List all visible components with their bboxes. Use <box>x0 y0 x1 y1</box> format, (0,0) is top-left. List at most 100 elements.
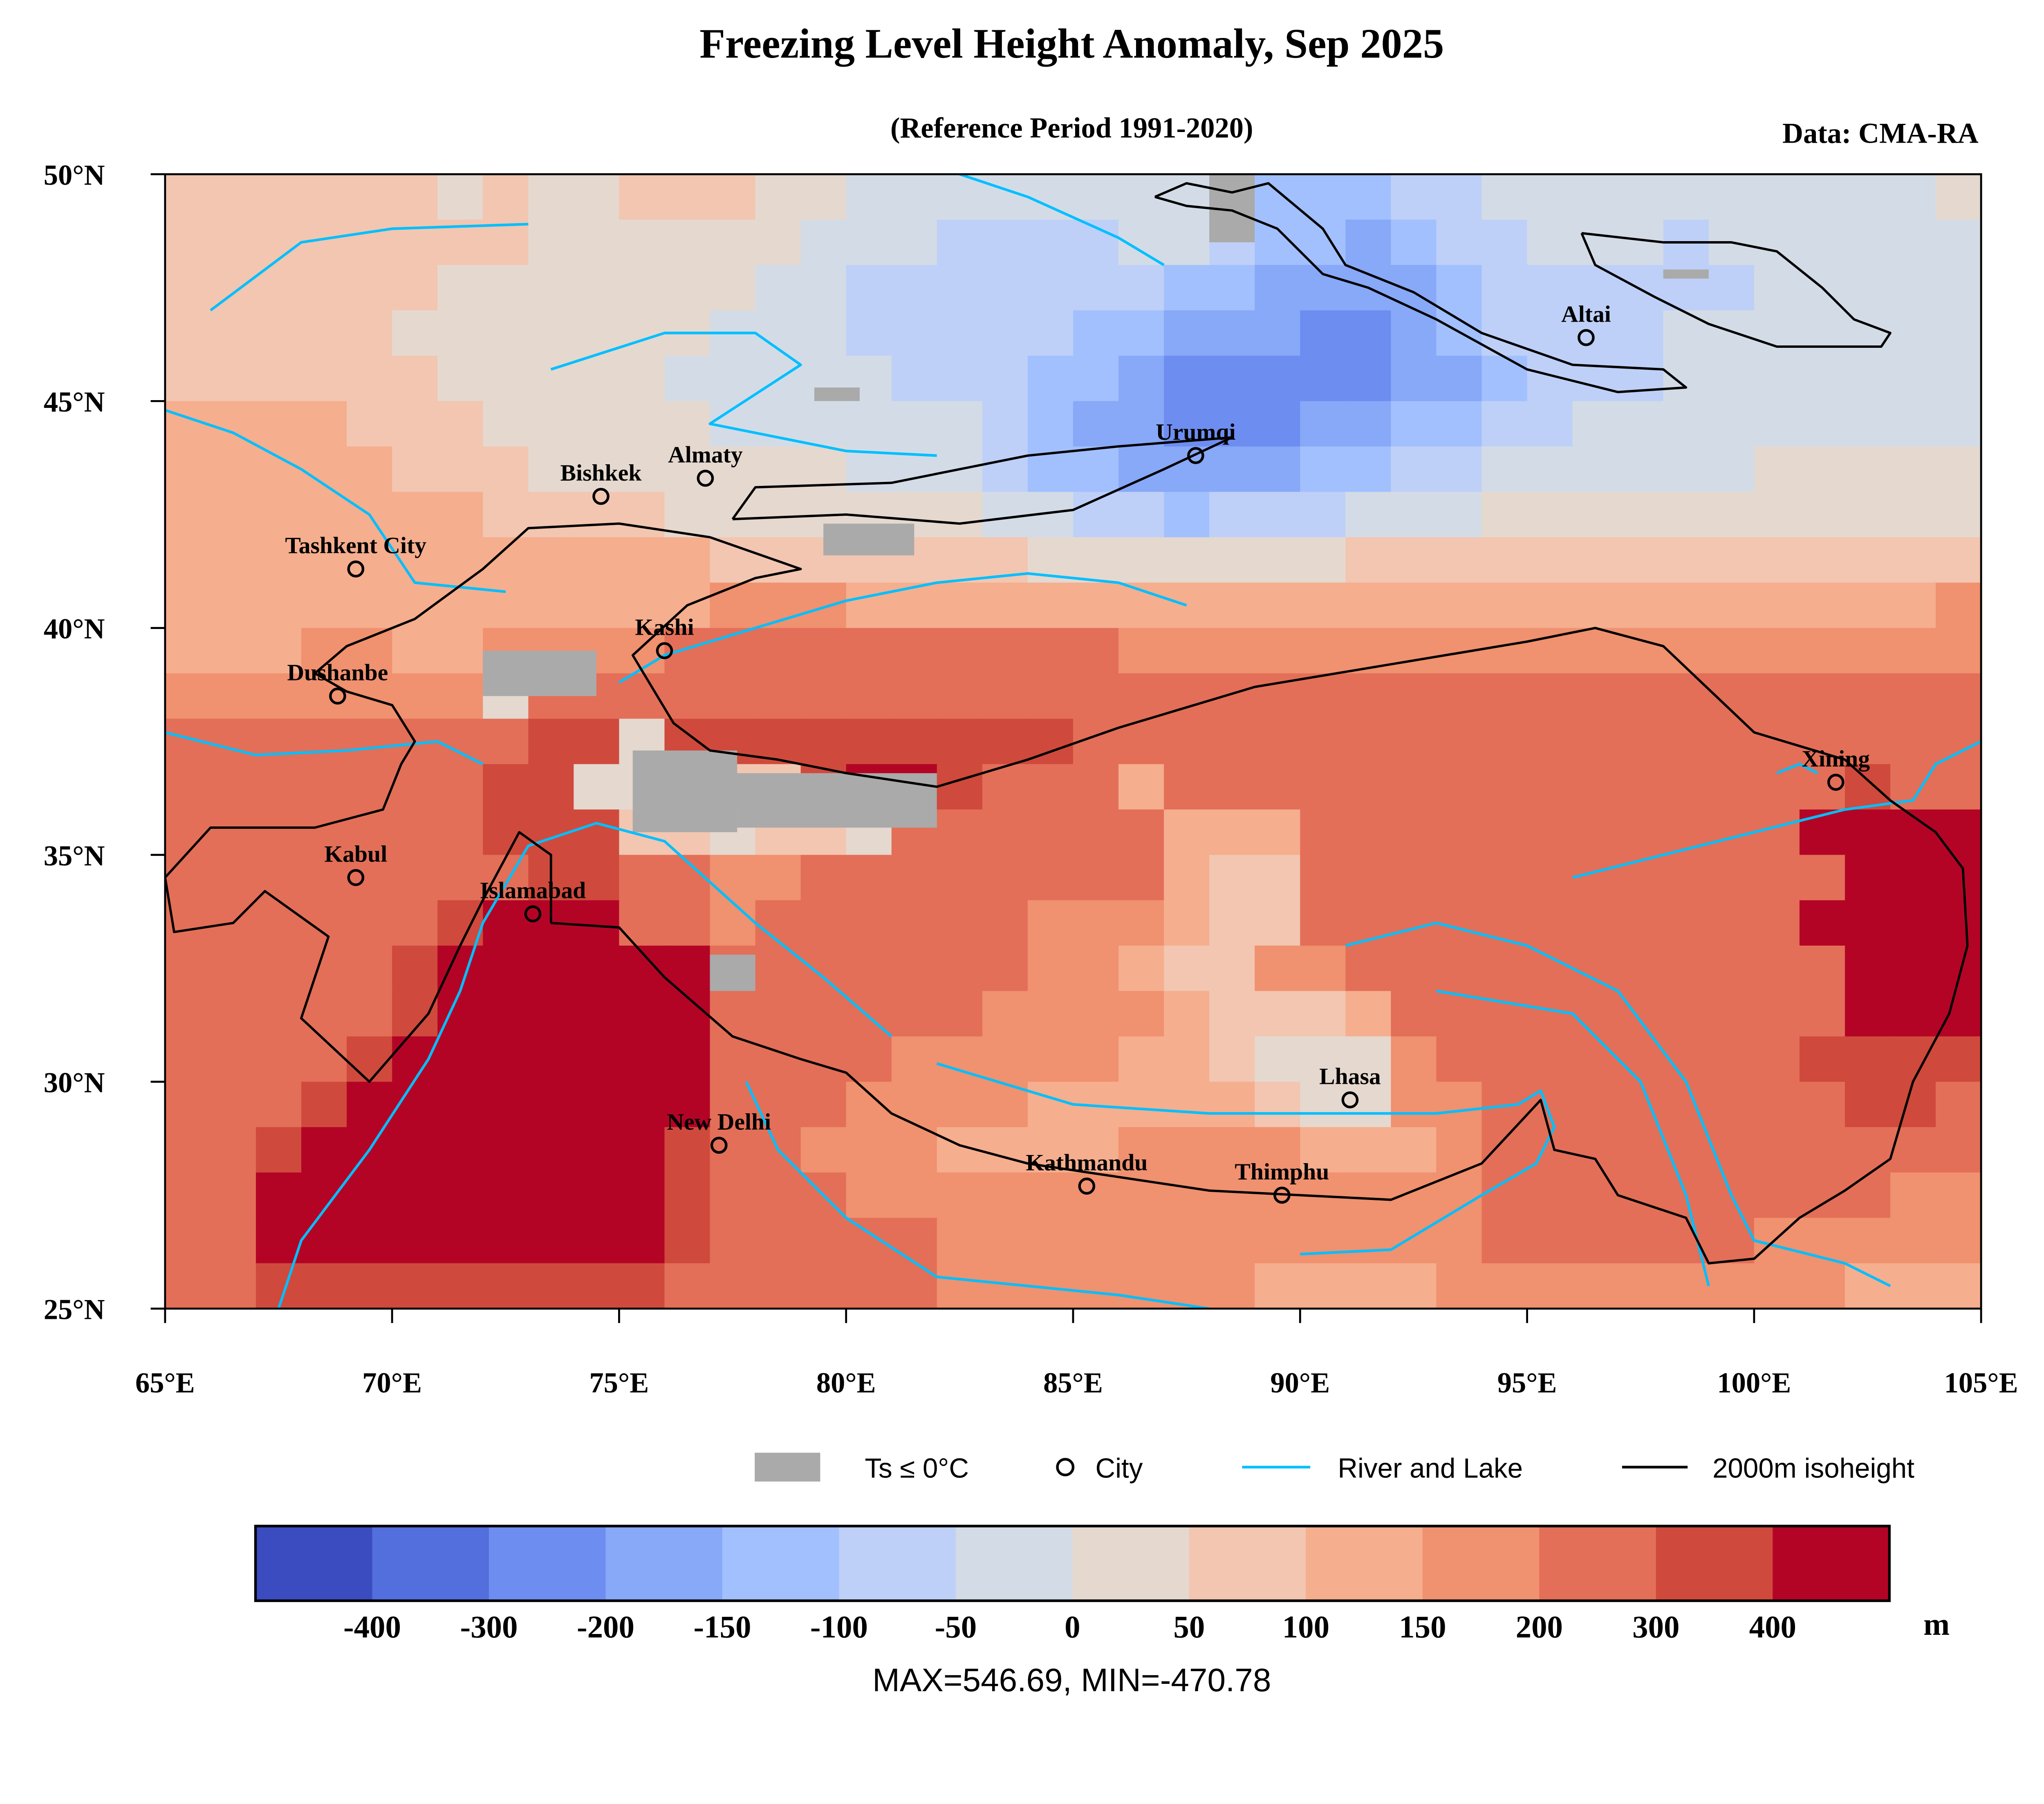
heatmap-cell <box>437 537 484 584</box>
heatmap-cell <box>301 1127 347 1173</box>
heatmap-cell <box>210 764 257 810</box>
heatmap-cell <box>301 537 347 584</box>
heatmap-cell <box>1391 900 1437 947</box>
heatmap-cell <box>574 1081 620 1128</box>
freezing-patches <box>483 174 1709 991</box>
heatmap-cell <box>846 1263 892 1309</box>
heatmap-cell <box>301 401 347 448</box>
heatmap-cell <box>528 945 575 992</box>
heatmap-cell <box>301 1036 347 1083</box>
heatmap-cell <box>1027 809 1074 856</box>
heatmap-cell <box>256 1263 302 1309</box>
heatmap-cell <box>1572 446 1619 493</box>
heatmap-cell <box>1527 945 1573 992</box>
heatmap-cell <box>1027 582 1074 629</box>
heatmap-cell <box>1164 764 1210 810</box>
heatmap-cell <box>1618 1218 1664 1264</box>
heatmap-cell <box>1073 356 1119 402</box>
heatmap-cell <box>1436 718 1483 765</box>
heatmap-cell <box>1845 356 1891 402</box>
city-label: Kathmandu <box>1026 1150 1148 1176</box>
heatmap-cell <box>574 219 620 266</box>
heatmap-cell <box>1481 492 1528 538</box>
heatmap-cell <box>846 1081 892 1128</box>
stats-text: MAX=546.69, MIN=-470.78 <box>872 1661 1271 1698</box>
heatmap-cell <box>1799 900 1846 947</box>
heatmap-cell <box>619 1263 666 1309</box>
colorbar-bin <box>489 1526 607 1601</box>
heatmap-cell <box>1618 764 1664 810</box>
heatmap-cell <box>165 809 211 856</box>
heatmap-cell <box>982 809 1029 856</box>
heatmap-cell <box>1663 1263 1710 1309</box>
heatmap-cell <box>982 673 1029 720</box>
heatmap-cell <box>1527 718 1573 765</box>
heatmap-cell <box>1527 492 1573 538</box>
heatmap-cell <box>1845 1172 1891 1219</box>
heatmap-cell <box>1799 446 1846 493</box>
heatmap-cell <box>846 582 892 629</box>
heatmap-cell <box>710 492 756 538</box>
heatmap-cell <box>800 1127 847 1173</box>
heatmap-cell <box>528 219 575 266</box>
heatmap-cell <box>1255 945 1301 992</box>
heatmap-cell <box>1618 356 1664 402</box>
heatmap-cell <box>619 1218 666 1264</box>
heatmap-cell <box>619 492 666 538</box>
heatmap-cell <box>1754 1081 1800 1128</box>
heatmap-cell <box>256 809 302 856</box>
heatmap-cell <box>846 628 892 674</box>
heatmap-cell <box>1164 1036 1210 1083</box>
heatmap-cell <box>619 1081 666 1128</box>
city-marker <box>697 470 714 487</box>
city-label: Bishkek <box>560 460 642 486</box>
heatmap-cell <box>437 174 484 221</box>
heatmap-cell <box>1527 1263 1573 1309</box>
city-label: Altai <box>1561 302 1611 327</box>
colorbar-label: 50 <box>1173 1609 1205 1644</box>
heatmap-cell <box>1209 1081 1256 1128</box>
heatmap-cell <box>755 219 802 266</box>
heatmap-cell <box>483 537 529 584</box>
heatmap-cell <box>1754 855 1800 901</box>
heatmap-cell <box>755 900 802 947</box>
heatmap-cell <box>1754 1127 1800 1173</box>
heatmap-cell <box>437 1036 484 1083</box>
heatmap-cell <box>210 991 257 1037</box>
heatmap-cell <box>437 1081 484 1128</box>
heatmap-cell <box>528 174 575 221</box>
heatmap-cell <box>210 628 257 674</box>
heatmap-cell <box>165 945 211 992</box>
heatmap-cell <box>1708 991 1755 1037</box>
heatmap-cell <box>574 446 620 493</box>
heatmap-cell <box>1572 356 1619 402</box>
heatmap-cell <box>710 582 756 629</box>
heatmap-cell <box>664 1081 711 1128</box>
heatmap-cell <box>1845 492 1891 538</box>
heatmap-cell <box>1436 1263 1483 1309</box>
heatmap-cell <box>1300 764 1347 810</box>
heatmap-cell <box>891 900 938 947</box>
heatmap-cell <box>619 174 666 221</box>
heatmap-cell <box>800 265 847 311</box>
heatmap-cell <box>1799 1263 1846 1309</box>
x-tick-label: 95°E <box>1497 1367 1557 1399</box>
heatmap-cell <box>800 174 847 221</box>
river-line <box>936 1062 1556 1256</box>
heatmap-cell <box>1481 582 1528 629</box>
heatmap-cell <box>1209 537 1256 584</box>
heatmap-cell <box>1436 219 1483 266</box>
heatmap-cell <box>1754 764 1800 810</box>
heatmap-cell <box>1754 1036 1800 1083</box>
heatmap-cell <box>1799 1036 1846 1083</box>
isoheight-line <box>731 436 1233 525</box>
heatmap-cell <box>392 673 439 720</box>
heatmap-cell <box>1663 174 1710 221</box>
heatmap-cell <box>1300 401 1347 448</box>
heatmap-cell <box>1345 356 1392 402</box>
heatmap-cell <box>1391 537 1437 584</box>
heatmap-cell <box>210 310 257 357</box>
colorbar-bin <box>1656 1526 1773 1601</box>
heatmap-cell <box>619 991 666 1037</box>
heatmap-cell <box>1345 991 1392 1037</box>
